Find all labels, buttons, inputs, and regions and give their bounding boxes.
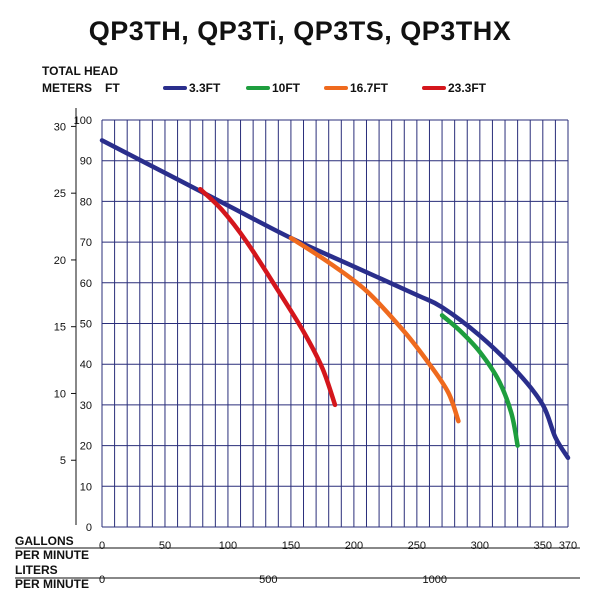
liters-label-line1: LITERS <box>15 563 58 577</box>
liters-label-line2: PER MINUTE <box>15 577 89 591</box>
x-tick-label: 370 <box>559 540 577 552</box>
y-tick-label-ft: 70 <box>80 237 92 249</box>
x-tick-label: 300 <box>471 540 489 552</box>
y-tick-label-ft: 0 <box>86 522 92 534</box>
x-tick-label: 0 <box>99 540 105 552</box>
x-tick-label: 250 <box>408 540 426 552</box>
legend-label: 23.3FT <box>448 81 487 95</box>
y-tick-label-ft: 50 <box>80 319 92 331</box>
liters-tick-label: 1000 <box>422 574 446 586</box>
y-tick-label-ft: 30 <box>80 400 92 412</box>
series-line-3.3FT <box>99 138 571 461</box>
y-tick-label-m: 20 <box>54 255 66 267</box>
meters-label: METERS <box>42 81 92 95</box>
x-tick-label: 150 <box>282 540 300 552</box>
x-tick-label: 200 <box>345 540 363 552</box>
y-tick-label-ft: 90 <box>80 156 92 168</box>
y-tick-label-ft: 40 <box>80 359 92 371</box>
legend-label: 16.7FT <box>350 81 389 95</box>
series-line-16.7FT <box>288 235 461 424</box>
series-line-10FT <box>439 313 520 448</box>
series-group <box>99 138 571 461</box>
y-tick-label-m: 10 <box>54 388 66 400</box>
y-tick-label-m: 25 <box>54 188 66 200</box>
liters-tick-label: 0 <box>99 574 105 586</box>
legend-label: 10FT <box>272 81 301 95</box>
legend: 3.3FT 10FT 16.7FT 23.3FT <box>163 81 487 95</box>
y-tick-label-m: 5 <box>60 455 66 467</box>
y-tick-label-ft: 80 <box>80 196 92 208</box>
y-tick-label-ft: 100 <box>74 115 92 127</box>
grid <box>101 119 569 528</box>
series-line-23.3FT <box>197 186 338 408</box>
y-ticks-meters: 5 10 15 20 25 30 <box>54 121 76 467</box>
x-ticks-gallons: 0 50 100 150 200 250 300 350 370 <box>99 540 577 552</box>
chart-title: QP3TH, QP3Ti, QP3TS, QP3THX <box>89 16 512 46</box>
y-tick-label-m: 15 <box>54 322 66 334</box>
y-tick-label-ft: 10 <box>80 481 92 493</box>
gallons-label-line2: PER MINUTE <box>15 548 89 562</box>
y-tick-label-ft: 20 <box>80 441 92 453</box>
x-tick-label: 50 <box>159 540 171 552</box>
y-tick-label-m: 30 <box>54 121 66 133</box>
feet-label: FT <box>105 81 120 95</box>
legend-label: 3.3FT <box>189 81 221 95</box>
y-tick-label-ft: 60 <box>80 278 92 290</box>
x-ticks-liters: 0 500 1000 <box>99 574 447 586</box>
total-head-label: TOTAL HEAD <box>42 64 118 78</box>
liters-tick-label: 500 <box>259 574 277 586</box>
x-tick-label: 100 <box>219 540 237 552</box>
x-tick-label: 350 <box>534 540 552 552</box>
y-ticks-feet: 0 10 20 30 40 50 60 70 80 90 100 <box>74 115 92 534</box>
gallons-label-line1: GALLONS <box>15 534 74 548</box>
